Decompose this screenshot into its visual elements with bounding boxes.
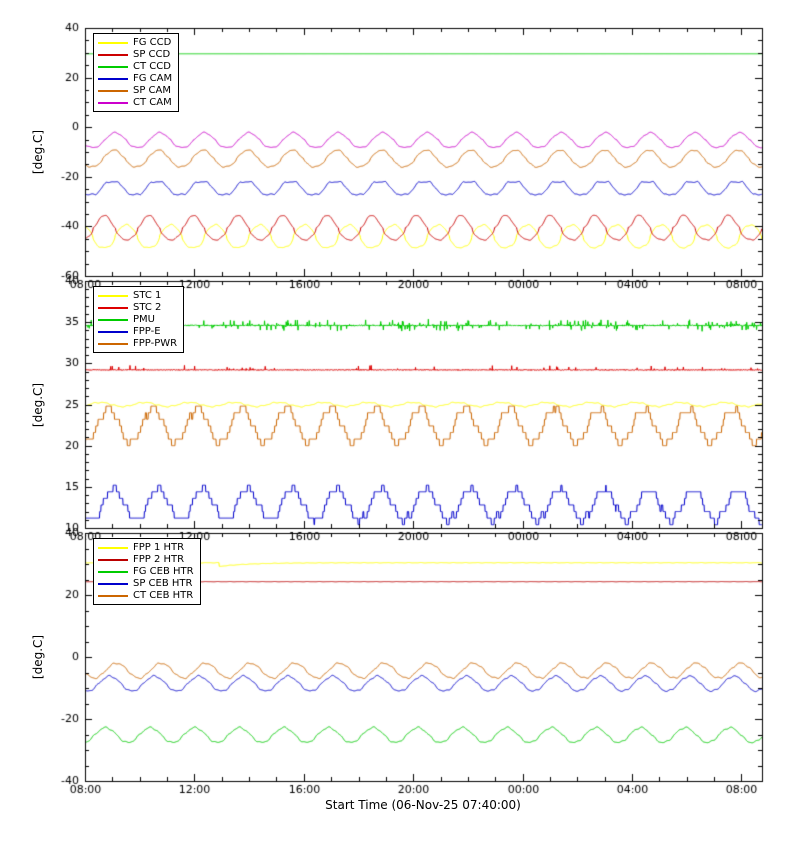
legend-label: FPP 2 HTR <box>133 553 185 565</box>
legend-item-ct-cam: CT CAM <box>98 97 172 108</box>
legend-swatch-fpp-2-htr <box>98 558 128 561</box>
legend-swatch-ct-ccd <box>98 65 128 68</box>
legend-swatch-fg-cam <box>98 77 128 80</box>
legend-label: CT CAM <box>133 96 172 108</box>
panel2-y-axis-title: [deg.C] <box>31 382 45 427</box>
legend-label: STC 2 <box>133 301 162 313</box>
legend-swatch-fg-ceb-htr <box>98 570 128 573</box>
legend-item-fpp-e: FPP-E <box>98 326 177 337</box>
legend-item-fpp-1-htr: FPP 1 HTR <box>98 542 194 553</box>
legend-label: FPP-E <box>133 325 161 337</box>
legend-panel1: FG CCD SP CCD CT CCD FG CAM SP CAM CT CAM <box>93 33 180 112</box>
legend-item-stc-1: STC 1 <box>98 290 177 301</box>
legend-swatch-fg-ccd <box>98 41 128 44</box>
legend-swatch-sp-cam <box>98 89 128 92</box>
legend-swatch-sp-ccd <box>98 53 128 56</box>
legend-label: FG CCD <box>133 36 172 48</box>
legend-item-sp-ccd: SP CCD <box>98 49 172 60</box>
legend-item-sp-cam: SP CAM <box>98 85 172 96</box>
legend-label: FG CEB HTR <box>133 565 194 577</box>
legend-item-ct-ceb-htr: CT CEB HTR <box>98 590 194 601</box>
legend-swatch-fpp-1-htr <box>98 546 128 549</box>
legend-label: SP CAM <box>133 84 172 96</box>
legend-swatch-ct-cam <box>98 101 128 104</box>
legend-label: PMU <box>133 313 155 325</box>
legend-swatch-fpp-e <box>98 330 128 333</box>
x-axis-title: Start Time (06-Nov-25 07:40:00) <box>325 798 521 812</box>
legend-label: CT CCD <box>133 60 171 72</box>
legend-item-stc-2: STC 2 <box>98 302 177 313</box>
legend-item-pmu: PMU <box>98 314 177 325</box>
legend-label: SP CCD <box>133 48 171 60</box>
legend-item-fpp-2-htr: FPP 2 HTR <box>98 554 194 565</box>
legend-swatch-sp-ceb-htr <box>98 582 128 585</box>
legend-item-fpp-pwr: FPP-PWR <box>98 338 177 349</box>
legend-label: STC 1 <box>133 289 162 301</box>
panel1-y-axis-title: [deg.C] <box>31 129 45 175</box>
legend-item-fg-ccd: FG CCD <box>98 37 172 48</box>
legend-swatch-ct-ceb-htr <box>98 594 128 597</box>
legend-item-sp-ceb-htr: SP CEB HTR <box>98 578 194 589</box>
legend-panel3: FPP 1 HTR FPP 2 HTR FG CEB HTR SP CEB HTR CT… <box>93 538 201 605</box>
legend-item-ct-ccd: CT CCD <box>98 61 172 72</box>
legend-panel2: STC 1 STC 2 PMU FPP-E FPP-PWR <box>93 286 185 353</box>
legend-label: CT CEB HTR <box>133 589 194 601</box>
legend-swatch-pmu <box>98 318 128 321</box>
legend-label: FG CAM <box>133 72 173 84</box>
legend-swatch-stc-2 <box>98 306 128 309</box>
legend-item-fg-cam: FG CAM <box>98 73 172 84</box>
legend-label: FPP-PWR <box>133 337 178 349</box>
legend-label: FPP 1 HTR <box>133 541 185 553</box>
legend-swatch-fpp-pwr <box>98 342 128 345</box>
panel3-y-axis-title: [deg.C] <box>31 634 45 680</box>
legend-swatch-stc-1 <box>98 294 128 297</box>
legend-label: SP CEB HTR <box>133 577 193 589</box>
legend-item-fg-ceb-htr: FG CEB HTR <box>98 566 194 577</box>
